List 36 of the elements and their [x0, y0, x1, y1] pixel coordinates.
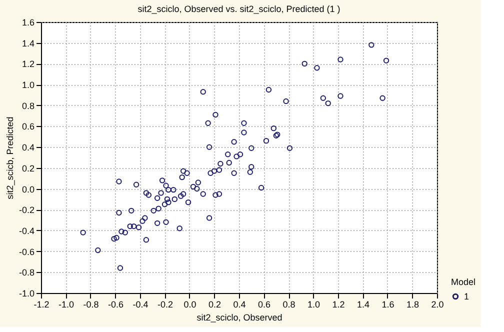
- x-tick-label: 1.8: [406, 300, 420, 310]
- x-tick-label: 0.8: [282, 300, 296, 310]
- y-tick-label: 1.6: [22, 18, 34, 28]
- y-tick-label: 1.2: [22, 59, 34, 70]
- x-axis-title: sit2_sciclo, Observed: [196, 312, 282, 322]
- y-tick-label: 0.8: [22, 100, 34, 111]
- x-tick-label: 1.0: [307, 300, 320, 310]
- chart-title: sit2_sciclo, Observed vs. sit2_sciclo, Predicted (1 ): [138, 4, 340, 14]
- x-tick-label: -0.2: [157, 300, 174, 310]
- x-tick-label: 1.2: [332, 300, 345, 310]
- y-tick-label: 1.0: [22, 80, 34, 90]
- x-tick-label: 2.0: [431, 300, 444, 310]
- y-tick-label: 0.0: [22, 184, 34, 194]
- y-tick-label: -0.6: [18, 246, 34, 257]
- x-tick-label: 0.2: [208, 300, 222, 310]
- x-tick-label: -0.4: [132, 300, 148, 310]
- x-tick-label: -0.6: [108, 300, 124, 310]
- y-tick-label: -1.0: [18, 288, 34, 298]
- x-tick-label: -1.2: [34, 300, 50, 310]
- legend-label: 1: [464, 292, 470, 302]
- x-tick-label: 0.6: [258, 300, 271, 310]
- y-tick-label: 0.2: [22, 163, 34, 174]
- y-tick-label: 0.6: [22, 122, 34, 132]
- y-tick-label: 0.4: [22, 142, 34, 153]
- y-axis-title: sit2_scicb, Predicted: [4, 116, 15, 200]
- y-tick-label: -0.4: [18, 226, 34, 236]
- x-tick-label: 1.6: [382, 300, 394, 310]
- legend-title: Model: [451, 277, 476, 287]
- x-tick-label: 0.0: [184, 300, 196, 310]
- y-tick-label: -0.2: [18, 205, 34, 216]
- x-tick-label: 0.4: [233, 300, 246, 310]
- x-tick-label: -0.8: [83, 300, 99, 310]
- x-tick-label: 1.4: [356, 300, 370, 310]
- y-tick-label: 1.4: [22, 38, 34, 48]
- x-tick-label: -1.0: [58, 300, 74, 310]
- y-tick-label: -0.8: [18, 268, 34, 278]
